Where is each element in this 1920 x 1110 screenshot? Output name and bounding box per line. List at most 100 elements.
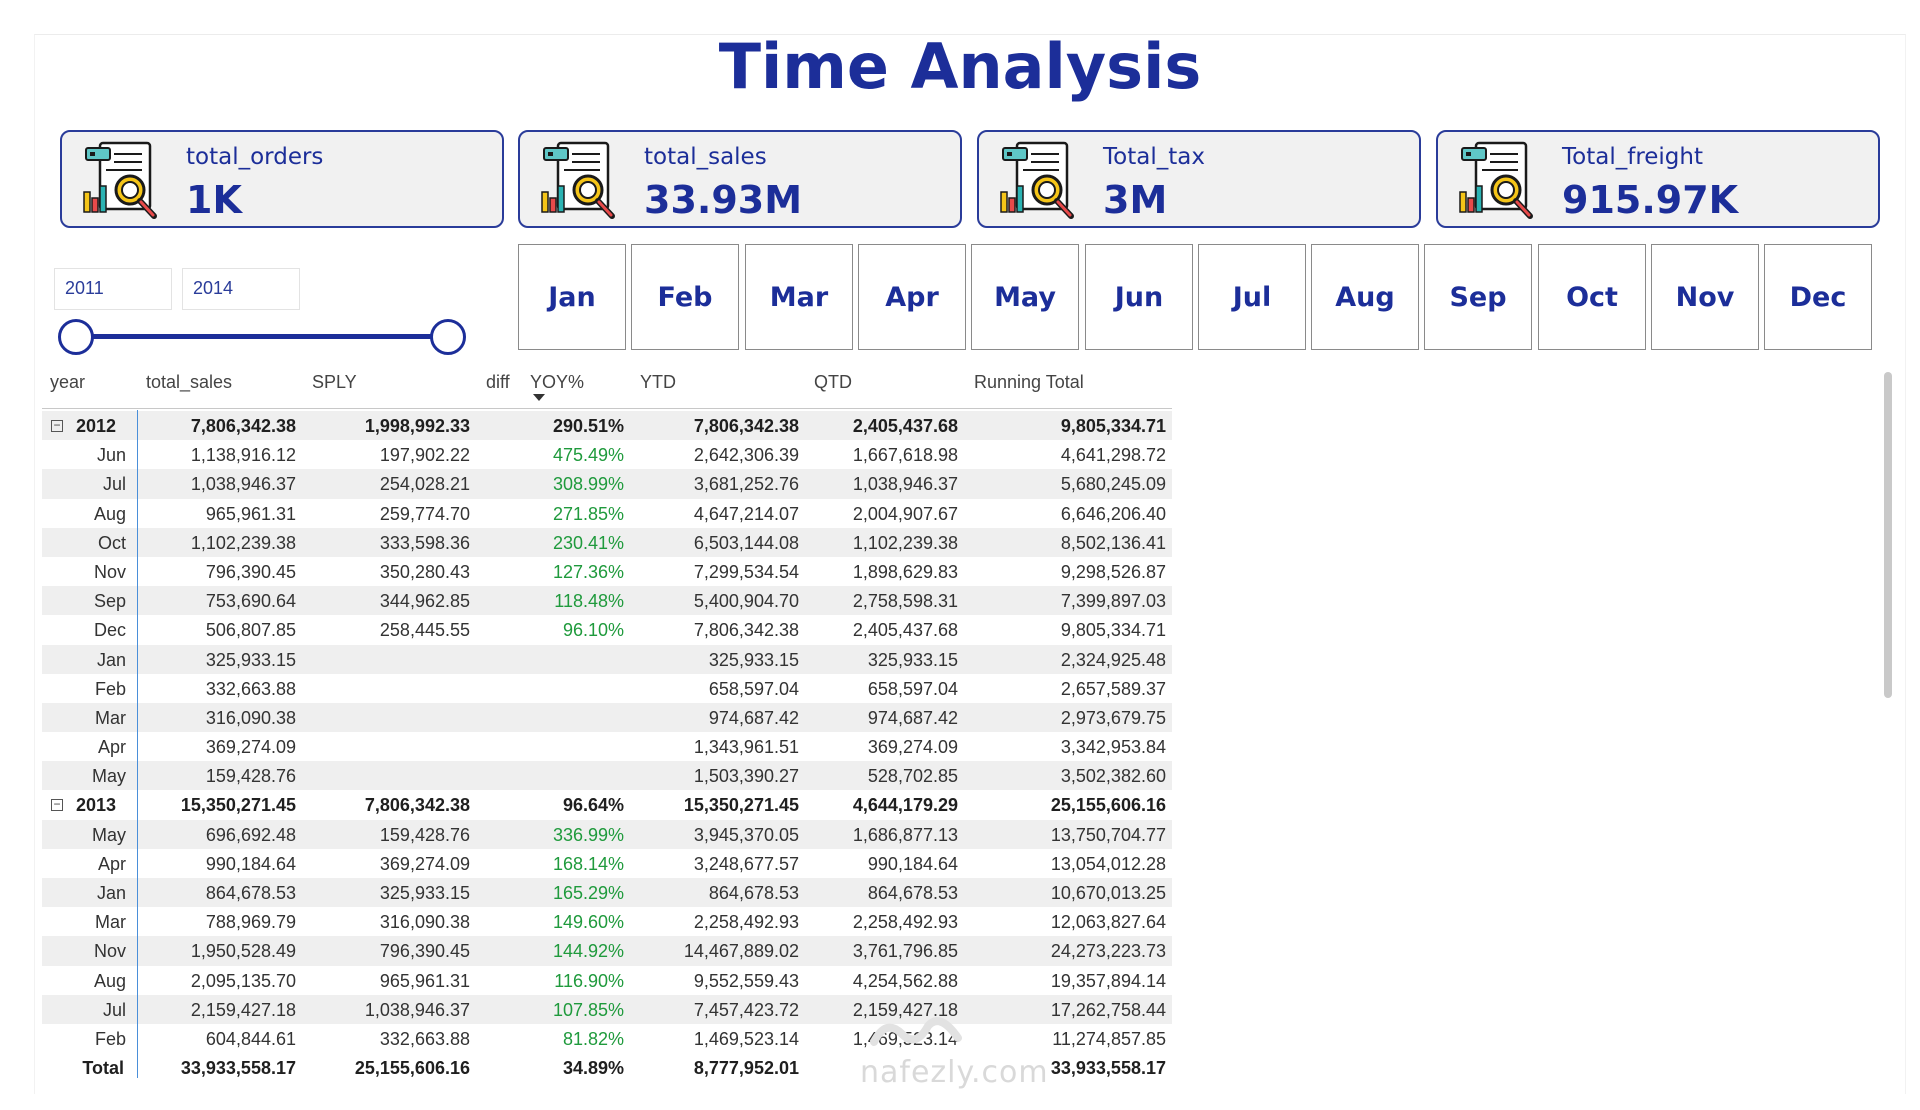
cell-yoy: 475.49% (552, 445, 624, 466)
month-button-sep[interactable]: Sep (1424, 244, 1532, 350)
month-button-oct[interactable]: Oct (1538, 244, 1646, 350)
table-row[interactable]: Mar 788,969.79 316,090.38 149.60% 2,258,492.… (42, 907, 1172, 936)
cell-ytd: 3,945,370.05 (693, 824, 799, 845)
cell-total-sales: 316,090.38 (205, 707, 296, 728)
table-row[interactable]: Feb 332,663.88 658,597.04 658,597.04 2,657,5… (42, 674, 1172, 703)
table-row[interactable]: May 159,428.76 1,503,390.27 528,702.85 3,502… (42, 761, 1172, 791)
table-row[interactable]: Dec 506,807.85 258,445.55 96.10% 7,806,342.3… (42, 615, 1172, 644)
report-analysis-icon (997, 140, 1083, 224)
cell-running: 25,155,606.16 (1050, 795, 1166, 816)
month-button-mar[interactable]: Mar (745, 244, 853, 350)
cell-qtd: 2,758,598.31 (852, 591, 958, 612)
cell-total-sales: 506,807.85 (205, 620, 296, 641)
cell-running: 13,054,012.28 (1050, 853, 1166, 874)
cell-running: 9,805,334.71 (1060, 416, 1166, 436)
month-button-jan[interactable]: Jan (518, 244, 626, 350)
kpi-value: 915.97K (1562, 178, 1739, 222)
cell-ytd: 15,350,271.45 (683, 795, 799, 816)
cell-ytd: 5,400,904.70 (693, 591, 799, 612)
cell-running: 3,502,382.60 (1060, 766, 1166, 787)
cell-ytd: 7,806,342.38 (693, 416, 799, 436)
month-button-jul[interactable]: Jul (1198, 244, 1306, 350)
row-label: Feb (94, 1028, 126, 1049)
month-button-dec[interactable]: Dec (1764, 244, 1872, 350)
table-row[interactable]: Jun 1,138,916.12 197,902.22 475.49% 2,642,30… (42, 440, 1172, 469)
report-analysis-icon (1456, 140, 1542, 224)
year-slider-start-handle[interactable] (58, 319, 94, 355)
table-group-row[interactable]: −2013 15,350,271.45 7,806,342.38 96.64% 15,3… (42, 790, 1172, 819)
cell-running: 13,750,704.77 (1050, 824, 1166, 845)
row-label: Jan (96, 649, 126, 670)
cell-ytd: 3,681,252.76 (693, 474, 799, 495)
table-row[interactable]: May 696,692.48 159,428.76 336.99% 3,945,370.… (42, 819, 1172, 849)
month-button-feb[interactable]: Feb (631, 244, 739, 350)
year-end-input[interactable]: 2014 (182, 268, 300, 310)
table-row[interactable]: Sep 753,690.64 344,962.85 118.48% 5,400,904.… (42, 586, 1172, 616)
cell-yoy: 149.60% (552, 912, 624, 933)
collapse-icon[interactable]: − (51, 419, 63, 432)
cell-running: 2,324,925.48 (1060, 649, 1166, 670)
vertical-scrollbar[interactable] (1884, 372, 1892, 698)
table-total-row[interactable]: Total 33,933,558.17 25,155,606.16 34.89% 8,7… (42, 1053, 1172, 1079)
table-row[interactable]: Aug 2,095,135.70 965,961.31 116.90% 9,552,55… (42, 966, 1172, 995)
cell-qtd: 1,038,946.37 (852, 474, 958, 495)
cell-qtd: 2,004,907.67 (852, 503, 958, 524)
month-button-nov[interactable]: Nov (1651, 244, 1759, 350)
row-label: Aug (93, 503, 126, 524)
table-row[interactable]: Feb 604,844.61 332,663.88 81.82% 1,469,523.1… (42, 1024, 1172, 1053)
table-row[interactable]: Aug 965,961.31 259,774.70 271.85% 4,647,214.… (42, 499, 1172, 528)
table-row[interactable]: Mar 316,090.38 974,687.42 974,687.42 2,973,6… (42, 702, 1172, 733)
table-row[interactable]: Jul 1,038,946.37 254,028.21 308.99% 3,681,25… (42, 469, 1172, 499)
table-row[interactable]: Jul 2,159,427.18 1,038,946.37 107.85% 7,457,… (42, 994, 1172, 1024)
header-year[interactable]: year (50, 372, 86, 392)
cell-yoy: 336.99% (552, 824, 624, 845)
month-button-aug[interactable]: Aug (1311, 244, 1419, 350)
table-row[interactable]: Nov 796,390.45 350,280.43 127.36% 7,299,534.… (42, 557, 1172, 586)
cell-yoy: 81.82% (562, 1028, 624, 1049)
month-button-jun[interactable]: Jun (1085, 244, 1193, 350)
cell-qtd: 2,258,492.93 (852, 912, 958, 933)
table-group-row[interactable]: −2012 7,806,342.38 1,998,992.33 290.51% 7,80… (42, 411, 1172, 441)
year-slider-track[interactable] (76, 334, 448, 339)
table-row[interactable]: Apr 990,184.64 369,274.09 168.14% 3,248,677.… (42, 849, 1172, 878)
cell-sply: 159,428.76 (379, 824, 470, 845)
table-row[interactable]: Apr 369,274.09 1,343,961.51 369,274.09 3,342… (42, 732, 1172, 761)
month-button-may[interactable]: May (971, 244, 1079, 350)
header-qtd[interactable]: QTD (814, 372, 852, 392)
cell-ytd: 2,642,306.39 (693, 445, 799, 466)
header-yoy[interactable]: YOY% (530, 372, 585, 392)
header-total-sales[interactable]: total_sales (146, 372, 233, 392)
cell-yoy: 165.29% (552, 883, 624, 903)
cell-running: 19,357,894.14 (1050, 970, 1166, 991)
table-row[interactable]: Jan 864,678.53 325,933.15 165.29% 864,678.53… (42, 878, 1172, 908)
header-sply[interactable]: SPLY (312, 372, 357, 392)
table-row[interactable]: Oct 1,102,239.38 333,598.36 230.41% 6,503,14… (42, 527, 1172, 557)
table-row[interactable]: Nov 1,950,528.49 796,390.45 144.92% 14,467,8… (42, 936, 1172, 966)
cell-total-sales: 796,390.45 (205, 561, 296, 582)
row-label: Nov (93, 941, 126, 962)
table-row[interactable]: Jan 325,933.15 325,933.15 325,933.15 2,324,9… (42, 644, 1172, 674)
header-ytd[interactable]: YTD (640, 372, 676, 392)
cell-yoy: 127.36% (552, 561, 624, 582)
cell-yoy: 230.41% (552, 532, 624, 553)
sort-descending-icon[interactable] (533, 394, 545, 401)
cell-total-sales: 7,806,342.38 (190, 416, 296, 436)
cell-running: 8,502,136.41 (1060, 532, 1166, 553)
cell-yoy: 144.92% (552, 941, 624, 962)
cell-total-sales: 33,933,558.17 (180, 1058, 296, 1079)
header-running-total[interactable]: Running Total (974, 372, 1084, 392)
cell-qtd: 864,678.53 (867, 883, 958, 903)
collapse-icon[interactable]: − (51, 798, 63, 812)
row-label: May (91, 766, 126, 787)
month-button-apr[interactable]: Apr (858, 244, 966, 350)
header-diff[interactable]: diff (486, 372, 510, 392)
cell-qtd: 4,254,562.88 (852, 970, 958, 991)
cell-total-sales: 1,138,916.12 (190, 445, 296, 466)
header-divider (42, 408, 1172, 409)
row-header-divider (137, 410, 138, 1078)
year-start-input[interactable]: 2011 (54, 268, 172, 310)
year-slider-end-handle[interactable] (430, 319, 466, 355)
kpi-value: 3M (1103, 178, 1168, 222)
cell-ytd: 14,467,889.02 (683, 941, 799, 962)
cell-total-sales: 864,678.53 (205, 883, 296, 903)
